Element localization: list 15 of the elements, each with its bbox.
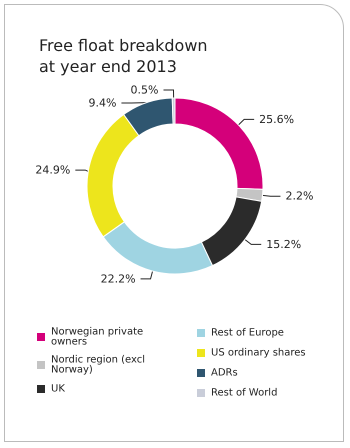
data-label: 15.2% <box>266 238 302 251</box>
legend-label: US ordinary shares <box>211 348 306 358</box>
data-label: 0.5% <box>130 84 158 97</box>
legend-label: Nordic region (excl Norway) <box>51 354 148 376</box>
data-label: 24.9% <box>35 164 70 177</box>
legend-label: Rest of Europe <box>211 328 284 338</box>
legend-label: Norwegian private owners <box>51 326 146 348</box>
legend-label: UK <box>51 384 66 394</box>
data-label: 9.4% <box>88 96 116 110</box>
data-label: 22.2% <box>100 272 136 286</box>
legend-label: Rest of World <box>211 388 278 398</box>
data-label: 25.6% <box>259 112 294 126</box>
chart-title: Free float breakdown at year end 2013 <box>39 36 208 76</box>
legend-label: ADRs <box>211 368 238 378</box>
data-label: 2.2% <box>285 190 314 203</box>
